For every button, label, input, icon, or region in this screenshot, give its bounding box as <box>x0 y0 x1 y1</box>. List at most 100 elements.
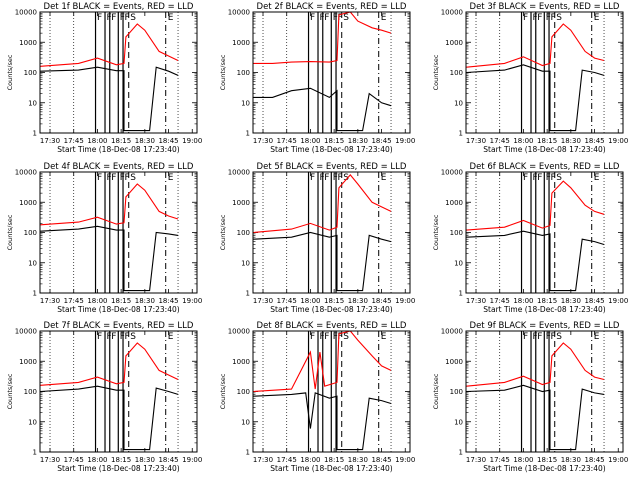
front-marker-label: F <box>320 173 325 183</box>
end-marker-label: E <box>168 173 174 183</box>
front-marker-label: F <box>523 332 528 342</box>
panel-det-6: Det 6f BLACK = Events, RED = LLD 1 10 100 10… <box>432 162 628 314</box>
x-tick-label: 18:00 <box>87 456 107 464</box>
y-tick-label: 10000 <box>441 169 463 177</box>
x-tick-label: 17:30 <box>466 456 486 464</box>
front-marker-label: F <box>537 173 542 183</box>
y-tick-label: 10000 <box>15 328 37 336</box>
x-tick-label: 17:45 <box>277 297 297 305</box>
x-axis-label: Start Time (18-Dec-08 17:23:40) <box>483 464 605 473</box>
y-tick-label: 1000 <box>19 39 37 47</box>
x-axis-label: Start Time (18-Dec-08 17:23:40) <box>483 305 605 314</box>
front-marker-label: F <box>324 173 329 183</box>
y-tick-label: 1 <box>459 290 463 298</box>
y-tick-label: 100 <box>24 69 37 77</box>
y-tick-label: 10 <box>241 99 250 107</box>
front-marker-label: F <box>107 173 112 183</box>
y-axis-label: Counts/sec <box>432 214 440 250</box>
x-tick-label: 17:30 <box>40 137 60 145</box>
y-tick-label: 10 <box>241 259 250 267</box>
front-marker-label: F <box>97 13 102 23</box>
front-marker-label: F <box>120 332 125 342</box>
panel-det-5: Det 5f BLACK = Events, RED = LLD 1 10 100 10… <box>219 162 415 314</box>
end-marker-label: E <box>594 13 600 23</box>
series-events <box>40 385 179 451</box>
x-tick-label: 18:15 <box>324 297 344 305</box>
x-tick-label: 18:45 <box>584 456 604 464</box>
panel-det-7: Det 7f BLACK = Events, RED = LLD 1 10 100 10… <box>6 321 202 473</box>
x-tick-label: 18:45 <box>158 456 178 464</box>
x-tick-label: 18:00 <box>300 137 320 145</box>
panel-title: Det 6f BLACK = Events, RED = LLD <box>470 162 620 172</box>
y-axis-label: Counts/sec <box>6 373 14 409</box>
x-tick-label: 17:45 <box>64 297 84 305</box>
front-marker-label: F <box>546 173 551 183</box>
y-tick-label: 1 <box>33 130 37 138</box>
y-tick-label: 1000 <box>19 358 37 366</box>
front-marker-label: F <box>120 173 125 183</box>
y-tick-label: 1000 <box>232 199 250 207</box>
x-axis-label: Start Time (18-Dec-08 17:23:40) <box>270 305 392 314</box>
y-axis-label: Counts/sec <box>432 373 440 409</box>
front-marker-label: F <box>533 173 538 183</box>
plot-frame <box>252 330 411 453</box>
front-marker-label: F <box>107 332 112 342</box>
front-marker-label: F <box>125 13 130 23</box>
front-marker-label: F <box>537 13 542 23</box>
x-tick-label: 18:15 <box>324 456 344 464</box>
panel-det-4: Det 4f BLACK = Events, RED = LLD 1 10 100 10… <box>6 162 202 314</box>
series-lld <box>466 180 605 231</box>
series-events <box>466 64 605 132</box>
end-marker-label: E <box>381 13 387 23</box>
start-marker-label: S <box>343 332 349 342</box>
y-tick-label: 100 <box>450 388 463 396</box>
x-tick-label: 18:30 <box>561 137 581 145</box>
x-axis-label: Start Time (18-Dec-08 17:23:40) <box>270 145 392 154</box>
x-tick-label: 18:30 <box>348 456 368 464</box>
y-tick-label: 100 <box>24 388 37 396</box>
y-tick-label: 1 <box>246 290 250 298</box>
x-tick-label: 19:00 <box>182 137 202 145</box>
x-tick-label: 17:45 <box>277 137 297 145</box>
panel-det-3: Det 3f BLACK = Events, RED = LLD 1 10 100 10… <box>432 2 628 154</box>
front-marker-label: F <box>120 13 125 23</box>
y-tick-label: 1000 <box>445 358 463 366</box>
start-marker-label: S <box>343 173 349 183</box>
x-tick-label: 18:15 <box>537 456 557 464</box>
series-events <box>253 87 392 132</box>
x-tick-label: 17:30 <box>253 456 273 464</box>
x-axis-label: Start Time (18-Dec-08 17:23:40) <box>57 464 179 473</box>
x-tick-label: 18:45 <box>584 297 604 305</box>
end-marker-label: E <box>594 332 600 342</box>
y-tick-label: 1 <box>33 290 37 298</box>
start-marker-label: S <box>343 13 349 23</box>
front-marker-label: F <box>111 13 116 23</box>
front-marker-label: F <box>111 173 116 183</box>
x-tick-label: 18:15 <box>111 137 131 145</box>
x-tick-label: 17:45 <box>490 137 510 145</box>
front-marker-label: F <box>125 332 130 342</box>
x-tick-label: 18:45 <box>584 137 604 145</box>
front-marker-label: F <box>324 13 329 23</box>
x-tick-label: 18:00 <box>87 297 107 305</box>
y-axis-label: Counts/sec <box>219 214 227 250</box>
y-tick-label: 10 <box>454 418 463 426</box>
x-tick-label: 19:00 <box>182 456 202 464</box>
y-axis-label: Counts/sec <box>219 54 227 90</box>
front-marker-label: F <box>338 173 343 183</box>
front-marker-label: F <box>320 13 325 23</box>
front-marker-label: F <box>97 173 102 183</box>
x-tick-label: 18:00 <box>513 297 533 305</box>
y-tick-label: 10000 <box>15 169 37 177</box>
panel-title: Det 9f BLACK = Events, RED = LLD <box>470 321 620 331</box>
x-tick-label: 18:00 <box>87 137 107 145</box>
x-tick-label: 17:30 <box>253 297 273 305</box>
x-tick-label: 18:45 <box>371 297 391 305</box>
front-marker-label: F <box>546 13 551 23</box>
series-lld <box>40 342 179 386</box>
x-axis-label: Start Time (18-Dec-08 17:23:40) <box>57 145 179 154</box>
front-marker-label: F <box>551 13 556 23</box>
front-marker-label: F <box>537 332 542 342</box>
series-lld <box>253 12 392 64</box>
panel-det-9: Det 9f BLACK = Events, RED = LLD 1 10 100 10… <box>432 321 628 473</box>
